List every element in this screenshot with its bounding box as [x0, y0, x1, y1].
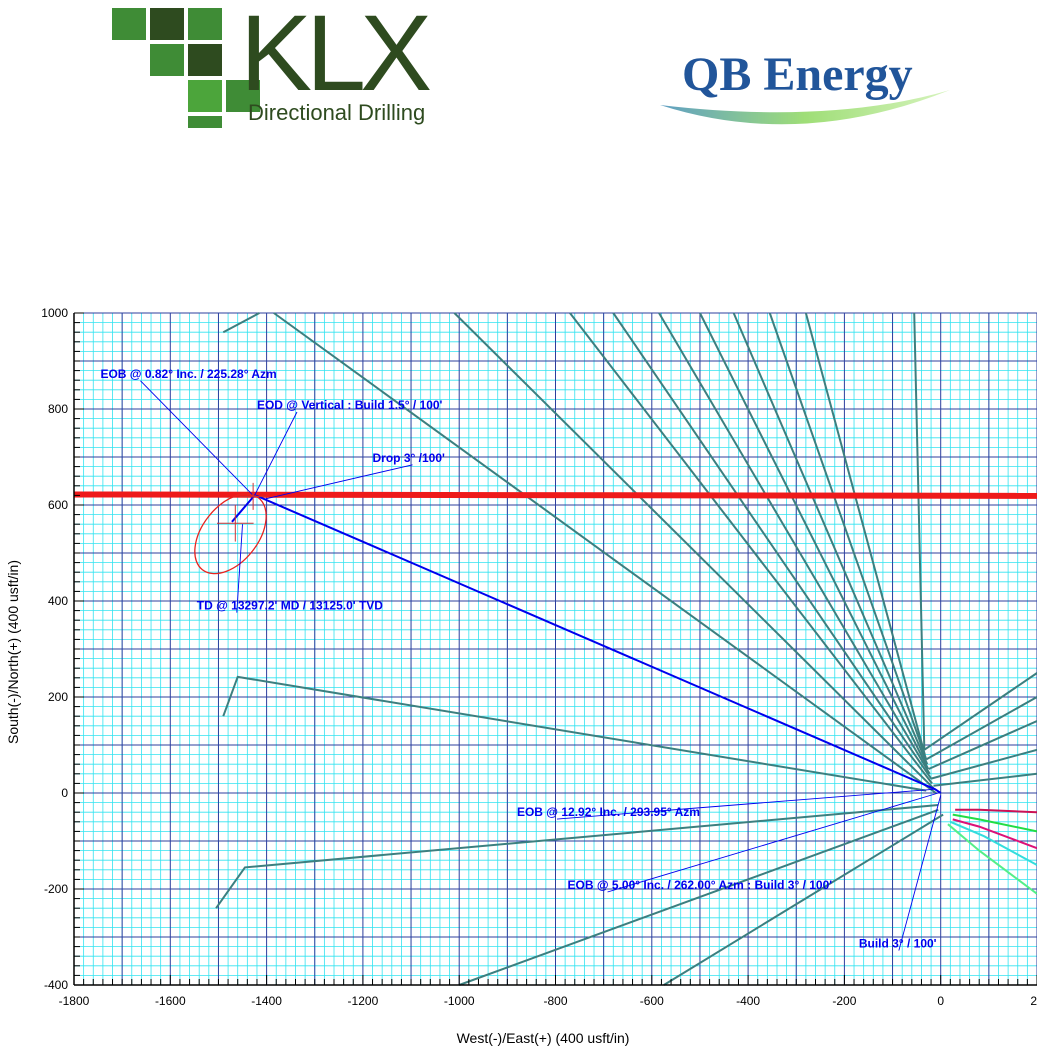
- klx-square: [150, 8, 184, 40]
- y-tick-label: 0: [61, 786, 68, 800]
- y-tick-label: -400: [44, 978, 68, 992]
- offset-well-line: [925, 696, 1037, 761]
- offset-well-line: [804, 312, 926, 755]
- offset-well-line: [663, 813, 944, 986]
- x-tick-label: -1800: [59, 994, 90, 1008]
- offset-well-tail: [952, 818, 1037, 850]
- offset-well-line: [658, 312, 931, 775]
- annotation-leader: [898, 795, 942, 951]
- target-line: [73, 491, 1037, 499]
- target-crosses: [217, 482, 267, 542]
- offset-well-line: [569, 312, 933, 785]
- offset-well-line: [732, 312, 929, 765]
- x-tick-label: -1200: [348, 994, 379, 1008]
- klx-square: [188, 44, 222, 76]
- annotation-leader: [254, 411, 298, 496]
- klx-subtitle: Directional Drilling: [248, 100, 425, 125]
- offset-well-tail: [952, 813, 1037, 833]
- annotation-leader: [264, 464, 413, 500]
- target-ellipse: [194, 493, 267, 575]
- klx-square: [188, 8, 222, 40]
- offset-well-line: [913, 312, 926, 750]
- offset-well-tail: [949, 820, 1037, 866]
- x-tick-label: -600: [640, 994, 664, 1008]
- annotation-label: Drop 3° /100': [373, 451, 445, 465]
- x-tick-labels: -1800 -1600 -1400 -1200 -1000 -800 -600 -400 -20…: [59, 994, 1037, 1008]
- offset-well-line: [458, 808, 939, 986]
- axes: [73, 312, 1037, 986]
- offset-well-tail: [955, 808, 1037, 814]
- annotation-label: EOD @ Vertical : Build 1.5° / 100': [257, 398, 443, 412]
- offset-well-line: [930, 748, 1037, 780]
- x-tick-label: 20: [1030, 994, 1037, 1008]
- annotation-leader: [556, 788, 935, 820]
- y-tick-labels: -400 -200 0 200 400 600 800 1000: [41, 306, 68, 992]
- klx-name: KLX: [240, 8, 430, 113]
- annotation-leader: [140, 380, 253, 495]
- x-tick-label: 0: [937, 994, 944, 1008]
- klx-logo: KLX Directional Drilling: [112, 8, 436, 128]
- y-tick-label: 800: [48, 402, 68, 416]
- offset-well-line: [215, 804, 939, 909]
- offset-well-tail: [947, 823, 1037, 895]
- x-axis-label: West(-)/East(+) (400 usft/in): [457, 1030, 630, 1046]
- offset-well-line: [222, 675, 927, 792]
- offset-well-line: [768, 312, 928, 760]
- klx-square: [188, 116, 222, 128]
- x-tick-label: -800: [543, 994, 567, 1008]
- annotation-label: EOB @ 0.82° Inc. / 225.28° Azm: [100, 367, 276, 381]
- annotation-label: Build 3° / 100': [859, 937, 937, 951]
- offset-well-line: [453, 312, 935, 789]
- annotation-leader: [607, 792, 939, 893]
- y-tick-label: 600: [48, 498, 68, 512]
- klx-square: [112, 8, 146, 40]
- offset-well-line: [923, 672, 1037, 751]
- x-tick-label: -1600: [155, 994, 186, 1008]
- annotation-label: EOB @ 12.92° Inc. / 293.95° Azm: [517, 805, 700, 819]
- annotations: EOB @ 0.82° Inc. / 225.28° Azm EOD @ Vert…: [100, 367, 942, 951]
- offset-well-line: [612, 312, 932, 780]
- klx-square: [150, 44, 184, 76]
- x-tick-label: -400: [736, 994, 760, 1008]
- klx-square: [226, 80, 260, 112]
- y-tick-label: 200: [48, 690, 68, 704]
- qb-energy-logo: QB Energy: [660, 48, 950, 125]
- offset-well-line: [273, 312, 937, 794]
- x-tick-label: -1400: [251, 994, 282, 1008]
- qb-energy-name: QB Energy: [682, 48, 913, 101]
- y-tick-label: 400: [48, 594, 68, 608]
- annotation-label: EOB @ 5.00° Inc. / 262.00° Azm : Build 3…: [568, 878, 833, 892]
- annotation-leader: [236, 524, 243, 613]
- x-tick-label: -1000: [444, 994, 475, 1008]
- offset-wells: [215, 312, 1037, 986]
- y-tick-label: 1000: [41, 306, 68, 320]
- offset-well-line: [933, 772, 1037, 787]
- offset-well-line: [222, 312, 260, 334]
- annotation-label: TD @ 13297.2' MD / 13125.0' TVD: [197, 599, 383, 613]
- colored-tails: [947, 808, 1037, 895]
- klx-square: [188, 80, 222, 112]
- offset-well-line: [928, 720, 1037, 770]
- offset-well-line: [699, 312, 930, 770]
- y-axis-label: South(-)/North(+) (400 usft/in): [5, 560, 21, 744]
- x-tick-label: -200: [832, 994, 856, 1008]
- y-tick-label: -200: [44, 882, 68, 896]
- logo-swoosh: [660, 90, 950, 125]
